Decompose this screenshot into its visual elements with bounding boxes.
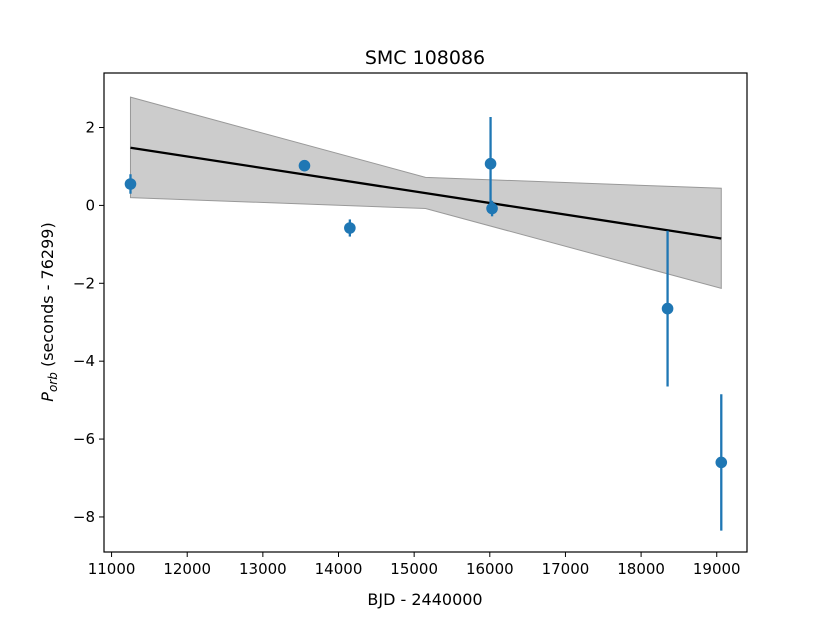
y-axis-label-base: P — [38, 392, 57, 402]
point-marker — [124, 178, 137, 190]
point-marker — [298, 159, 311, 172]
y-axis-label-subscript: orb — [46, 372, 60, 392]
x-tick-label: 16000 — [466, 560, 514, 578]
data-point-3 — [344, 219, 356, 237]
y-axis-label-rest: (seconds - 76299) — [38, 222, 57, 372]
x-tick-label: 18000 — [617, 560, 665, 578]
x-axis: 11000 12000 13000 14000 15000 16000 17000 18000… — [88, 552, 741, 578]
point-marker — [661, 302, 674, 315]
data-point-4 — [484, 117, 497, 211]
y-tick-label: −2 — [73, 274, 95, 292]
y-axis-label: Porb (seconds - 76299) — [38, 222, 60, 401]
y-tick-label: 0 — [85, 196, 95, 214]
x-tick-label: 19000 — [693, 560, 741, 578]
data-point-6 — [661, 230, 674, 387]
point-marker — [344, 222, 356, 234]
y-axis: −8 −6 −4 −2 0 2 — [73, 119, 104, 526]
x-axis-label: BJD - 2440000 — [367, 590, 482, 609]
chart-title: SMC 108086 — [365, 47, 485, 69]
axes-frame — [103, 72, 748, 553]
x-tick-label: 13000 — [239, 560, 287, 578]
data-point-7 — [715, 394, 728, 531]
y-tick-label: −6 — [73, 430, 95, 448]
point-marker — [484, 157, 497, 170]
plot-area — [124, 96, 728, 531]
point-marker — [486, 202, 498, 215]
y-tick-label: −4 — [73, 352, 95, 370]
x-tick-label: 12000 — [163, 560, 211, 578]
data-point-5 — [486, 200, 498, 217]
data-point-2 — [298, 159, 311, 172]
x-tick-label: 14000 — [315, 560, 363, 578]
x-tick-label: 15000 — [390, 560, 438, 578]
fit-line — [130, 146, 722, 240]
x-tick-label: 11000 — [88, 560, 136, 578]
point-marker — [715, 456, 728, 469]
x-tick-label: 17000 — [542, 560, 590, 578]
data-point-1 — [124, 174, 137, 194]
y-tick-label: −8 — [73, 508, 95, 526]
y-tick-label: 2 — [85, 119, 95, 137]
